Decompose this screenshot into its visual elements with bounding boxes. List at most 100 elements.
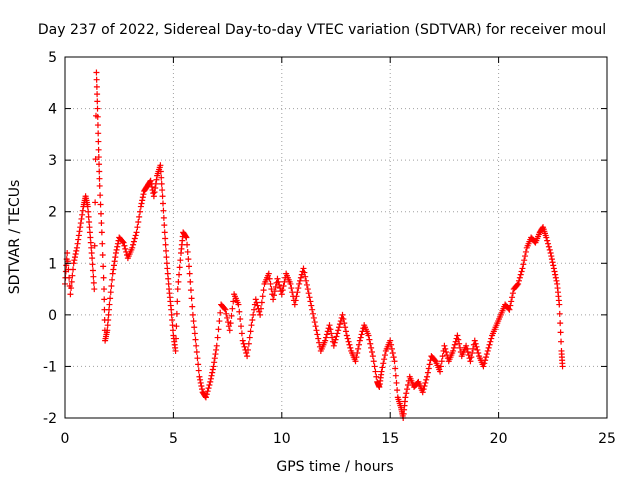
data-point <box>106 301 113 308</box>
data-point <box>308 302 315 309</box>
data-point <box>456 340 463 347</box>
data-point <box>197 376 204 383</box>
data-point <box>467 358 474 365</box>
data-point <box>251 306 258 313</box>
data-point <box>253 299 260 306</box>
data-point <box>344 335 351 342</box>
data-point <box>107 295 114 302</box>
data-point <box>328 330 335 337</box>
data-point <box>74 240 81 247</box>
data-point <box>292 297 299 304</box>
data-point <box>322 337 329 344</box>
data-point <box>165 275 172 282</box>
data-point <box>343 332 350 339</box>
data-point <box>516 274 523 281</box>
data-point <box>426 361 433 368</box>
data-point <box>552 271 559 278</box>
data-point <box>95 146 102 153</box>
data-point <box>111 258 118 265</box>
data-point <box>92 156 99 163</box>
data-point <box>93 83 100 90</box>
data-point <box>241 343 248 350</box>
data-point <box>378 368 385 375</box>
data-point <box>422 379 429 386</box>
data-point <box>77 224 84 231</box>
data-point <box>463 345 470 352</box>
data-point <box>281 278 288 285</box>
data-point <box>140 191 147 198</box>
data-point <box>225 323 232 330</box>
data-point <box>279 287 286 294</box>
data-point <box>543 234 550 241</box>
data-point <box>301 269 308 276</box>
data-point <box>114 240 121 247</box>
data-point <box>302 273 309 280</box>
data-point <box>230 298 237 305</box>
data-point <box>207 378 214 385</box>
data-point <box>368 344 375 351</box>
data-point <box>548 256 555 263</box>
data-point <box>153 176 160 183</box>
data-point <box>238 323 245 330</box>
data-point <box>486 341 493 348</box>
data-point <box>244 346 251 353</box>
data-point <box>88 244 95 251</box>
data-point <box>266 275 273 282</box>
data-point <box>518 268 525 275</box>
data-point <box>437 368 444 375</box>
data-point <box>507 302 514 309</box>
data-point <box>98 220 105 227</box>
data-point <box>163 254 170 261</box>
data-point <box>93 76 100 83</box>
data-point <box>268 286 275 293</box>
chart-title: Day 237 of 2022, Sidereal Day-to-day VTE… <box>38 22 606 38</box>
data-point <box>246 334 253 341</box>
x-tick-label: 10 <box>273 431 291 447</box>
y-axis-label: SDTVAR / TECUs <box>7 180 23 295</box>
data-point <box>204 388 211 395</box>
data-point <box>323 331 330 338</box>
data-point <box>89 261 96 268</box>
data-point <box>161 229 168 236</box>
data-point <box>306 294 313 301</box>
data-point <box>122 245 129 252</box>
x-axis-label: GPS time / hours <box>276 459 393 475</box>
data-point <box>70 266 77 273</box>
data-point <box>68 278 75 285</box>
data-point <box>91 286 98 293</box>
data-point <box>137 208 144 215</box>
data-point <box>352 358 359 365</box>
data-point <box>342 324 349 331</box>
data-point <box>371 363 378 370</box>
data-point <box>389 350 396 357</box>
data-point <box>243 350 250 357</box>
data-point <box>509 294 516 301</box>
y-axis-ticks: -2 -1 0 1 2 3 4 5 <box>43 50 607 427</box>
data-point <box>152 184 159 191</box>
data-point <box>164 265 171 272</box>
data-point <box>107 289 114 296</box>
data-point <box>550 265 557 272</box>
data-point <box>547 249 554 256</box>
data-point <box>546 246 553 253</box>
data-point <box>421 383 428 390</box>
data-point <box>209 366 216 373</box>
data-point <box>97 210 104 217</box>
data-point <box>345 338 352 345</box>
data-point <box>135 219 142 226</box>
data-point <box>215 326 222 333</box>
data-point <box>208 372 215 379</box>
data-point <box>267 280 274 287</box>
data-point <box>186 270 193 277</box>
data-point <box>341 320 348 327</box>
data-point <box>109 270 116 277</box>
data-point <box>100 263 107 270</box>
data-point <box>189 311 196 318</box>
data-point <box>187 287 194 294</box>
data-point <box>78 215 85 222</box>
data-point <box>75 232 82 239</box>
data-point <box>110 262 117 269</box>
data-point <box>137 203 144 210</box>
data-point <box>305 290 312 297</box>
data-point <box>254 302 261 309</box>
